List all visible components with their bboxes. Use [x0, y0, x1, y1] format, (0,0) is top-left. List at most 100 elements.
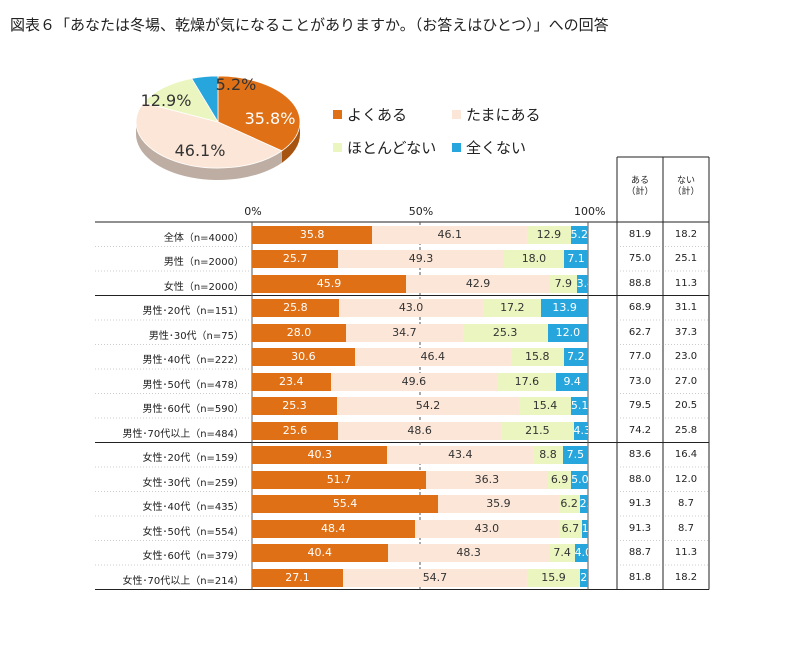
- bar-value-label-10-1: 36.3: [474, 472, 500, 486]
- cell-aru-0: 81.9: [628, 228, 652, 240]
- cell-aru-10: 88.0: [628, 473, 652, 485]
- bar-value-label-10-3: 5.0: [571, 472, 588, 486]
- row-label-0: 全体（n=4000）: [163, 232, 244, 244]
- bar-segment-5-3: [563, 348, 588, 366]
- bar-segment-11-0: [252, 495, 439, 513]
- bar-segment-11-3: [579, 495, 588, 513]
- row-label-8: 男性･70代以上（n=484）: [122, 428, 244, 440]
- bar-value-label-3-0: 25.8: [283, 301, 308, 314]
- row-label-7: 男性･60代（n=590）: [142, 404, 244, 415]
- bar-value-label-7-2: 15.4: [532, 399, 558, 412]
- bar-value-label-5-0: 30.6: [291, 350, 316, 363]
- bar-value-label-1-0: 25.7: [282, 252, 308, 265]
- bar-value-label-0-0: 35.8: [299, 227, 325, 241]
- bar-segment-4-0: [252, 323, 347, 342]
- row-label-5: 男性･40代（n=222）: [142, 355, 244, 366]
- pie-slice-3: [191, 75, 219, 124]
- pie-value-label-3: 5.2%: [216, 75, 257, 94]
- bar-segment-3-2: [483, 299, 542, 317]
- cell-nai-8: 25.8: [674, 424, 698, 436]
- bar-segment-13-3: [574, 544, 588, 562]
- column-header-nai: ない （計）: [672, 176, 700, 197]
- bar-value-label-4-1: 34.7: [392, 325, 417, 339]
- row-label-10: 女性･30代（n=259）: [142, 477, 244, 489]
- column-header-aru: ある （計）: [626, 176, 654, 197]
- bar-segment-3-0: [252, 299, 339, 317]
- bar-value-label-8-1: 48.6: [407, 423, 432, 437]
- legend-swatch-2: [333, 143, 342, 152]
- bar-value-label-2-0: 45.9: [316, 276, 342, 290]
- bar-segment-7-2: [519, 397, 571, 415]
- bar-segment-5-0: [252, 348, 355, 366]
- bar-value-label-11-2: 6.2: [560, 497, 578, 510]
- cell-nai-0: 18.2: [674, 228, 698, 240]
- legend-label-3: 全くない: [466, 139, 527, 157]
- row-label-1: 男性（n=2000）: [163, 257, 244, 268]
- bar-value-label-7-1: 54.2: [415, 399, 441, 412]
- bar-segment-6-3: [556, 372, 588, 391]
- bar-segment-2-2: [550, 274, 577, 293]
- bar-value-label-1-2: 18.0: [521, 252, 547, 265]
- bar-value-label-9-0: 40.3: [307, 448, 332, 461]
- bar-segment-1-0: [252, 250, 339, 268]
- bar-segment-3-1: [338, 299, 484, 317]
- bar-segment-14-3: [580, 568, 588, 587]
- cell-aru-14: 81.8: [628, 571, 652, 583]
- bar-value-label-11-0: 55.4: [332, 497, 358, 510]
- bar-segment-14-2: [526, 568, 581, 587]
- cell-aru-1: 75.0: [628, 253, 652, 264]
- legend-label-0: よくある: [347, 106, 408, 124]
- bar-value-label-7-0: 25.3: [282, 399, 307, 412]
- bar-value-label-5-3: 7.2: [567, 350, 585, 363]
- bar-value-label-11-3: 2.5: [579, 497, 588, 510]
- cell-aru-4: 62.7: [628, 326, 652, 338]
- row-label-12: 女性･50代（n=554）: [142, 526, 244, 538]
- cell-nai-9: 16.4: [674, 449, 698, 460]
- cell-nai-5: 23.0: [674, 351, 698, 362]
- bar-value-label-7-3: 5.1: [570, 399, 588, 412]
- row-label-2: 女性（n=2000）: [163, 281, 244, 293]
- bar-segment-13-2: [549, 544, 575, 562]
- cell-aru-3: 68.9: [628, 302, 652, 313]
- legend-swatch-1: [452, 110, 461, 119]
- cell-aru-7: 79.5: [628, 400, 652, 411]
- bar-segment-4-3: [547, 323, 588, 342]
- bar-segment-12-3: [581, 519, 588, 538]
- legend-swatch-3: [452, 143, 461, 152]
- bar-value-label-5-1: 46.4: [420, 350, 446, 363]
- bar-value-label-10-0: 51.7: [326, 472, 352, 486]
- cell-aru-8: 74.2: [628, 424, 652, 436]
- cell-aru-2: 88.8: [628, 277, 652, 289]
- bar-segment-2-1: [406, 274, 551, 293]
- bar-value-label-6-3: 9.4: [563, 374, 581, 388]
- bar-segment-6-0: [252, 372, 331, 391]
- bar-value-label-9-1: 43.4: [448, 448, 473, 461]
- bar-segment-7-3: [570, 397, 588, 415]
- bar-value-label-5-2: 15.8: [525, 350, 550, 363]
- bar-segment-10-1: [425, 470, 548, 489]
- cell-nai-12: 8.7: [678, 522, 694, 534]
- cell-aru-13: 88.7: [628, 547, 652, 558]
- bar-segment-10-2: [547, 470, 572, 489]
- bar-segment-13-1: [387, 544, 550, 562]
- cell-aru-12: 91.3: [628, 522, 652, 534]
- axis-tick-label-0: 0%: [244, 205, 262, 218]
- bar-value-label-13-3: 4.0: [574, 546, 588, 559]
- pie-slice-0: [217, 75, 301, 152]
- bar-value-label-12-2: 6.7: [561, 521, 580, 535]
- pie-slice-1: [135, 102, 283, 169]
- row-label-9: 女性･20代（n=159）: [142, 453, 244, 464]
- legend-item-2: ほとんどない: [333, 137, 436, 158]
- bar-value-label-12-0: 48.4: [321, 521, 346, 535]
- cell-aru-11: 91.3: [628, 498, 652, 509]
- bar-segment-1-3: [564, 250, 588, 268]
- axis-tick-label-2: 100%: [574, 205, 606, 218]
- legend-label-2: ほとんどない: [347, 139, 437, 157]
- row-label-11: 女性･40代（n=435）: [142, 502, 244, 513]
- bar-segment-9-3: [562, 446, 588, 464]
- bar-segment-14-1: [343, 568, 527, 587]
- bar-value-label-14-1: 54.7: [422, 570, 448, 584]
- legend-swatch-0: [333, 110, 342, 119]
- bar-value-label-14-2: 15.9: [541, 570, 566, 584]
- bar-segment-13-0: [252, 544, 388, 562]
